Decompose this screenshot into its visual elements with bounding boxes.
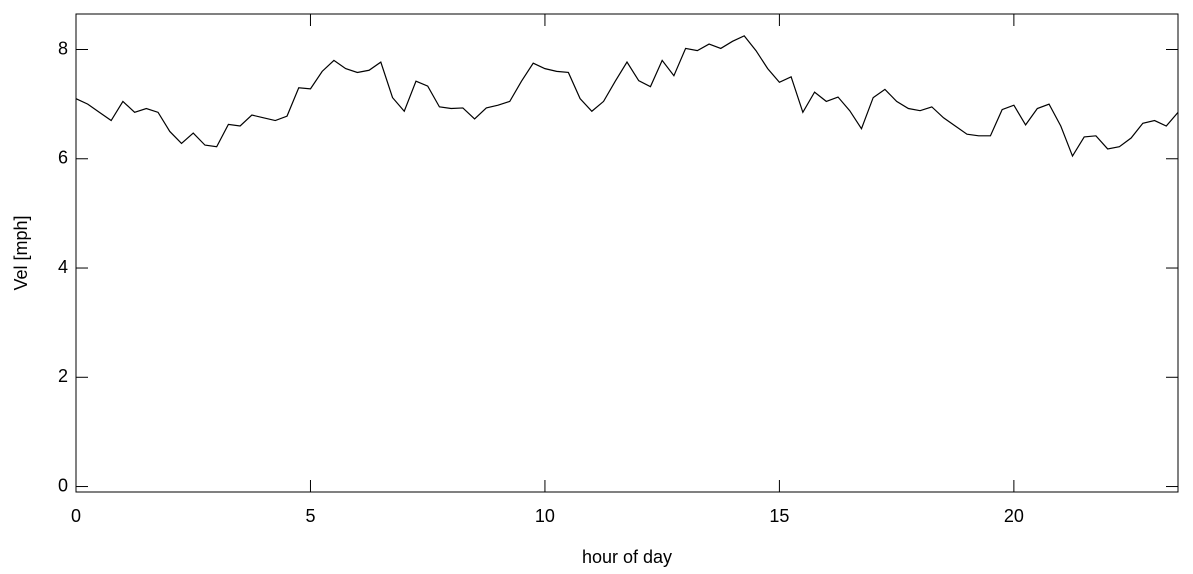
plot-frame <box>75 13 1179 493</box>
x-tick-label: 5 <box>305 506 315 526</box>
y-tick-label: 8 <box>58 38 68 58</box>
line <box>75 35 1179 158</box>
x-axis-label: hour of day <box>582 547 672 567</box>
x-tick-label: 10 <box>535 506 555 526</box>
y-tick-label: 6 <box>58 148 68 168</box>
y-axis-label: Vel [mph] <box>11 215 31 290</box>
y-tick-label: 0 <box>58 475 68 495</box>
x-tick-label: 15 <box>769 506 789 526</box>
y-tick-label: 2 <box>58 366 68 386</box>
x-tick-label: 0 <box>71 506 81 526</box>
x-tick-label: 20 <box>1004 506 1024 526</box>
y-tick-label: 4 <box>58 257 68 277</box>
